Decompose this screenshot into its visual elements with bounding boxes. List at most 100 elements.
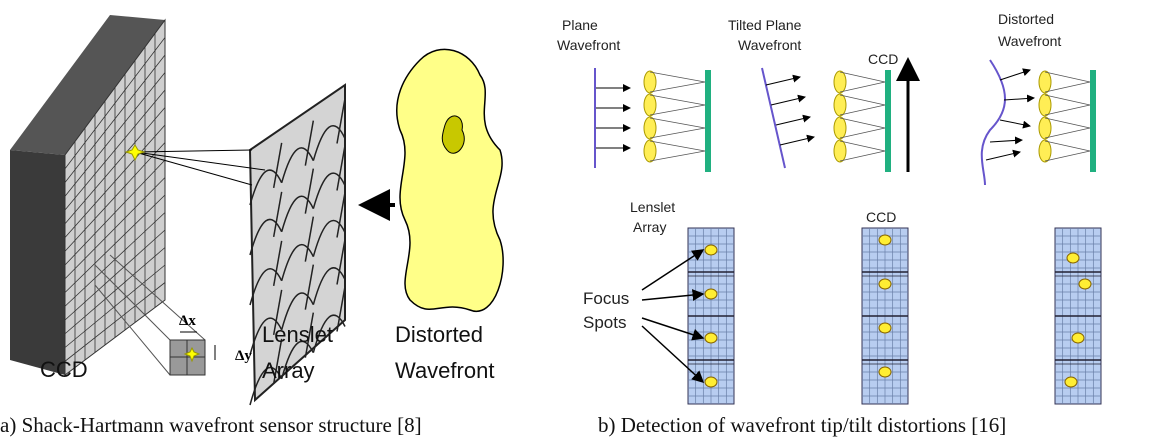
lenslet	[249, 366, 283, 406]
lenslet	[249, 268, 283, 306]
spot	[183, 346, 201, 363]
lenslet-array	[248, 83, 346, 403]
grid-line	[64, 247, 166, 335]
label: Plane	[562, 17, 598, 33]
arrow	[641, 317, 705, 341]
ray	[839, 94, 886, 106]
label: Wavefront	[998, 33, 1061, 49]
arrow	[1003, 94, 1035, 103]
caption: b) Detection of wavefront tip/tilt disto…	[598, 413, 1006, 437]
lenslet-edge	[336, 286, 346, 332]
label: CCD	[40, 357, 88, 382]
lens	[643, 139, 657, 163]
lens	[833, 139, 847, 163]
wavefront	[761, 67, 786, 169]
label: CCD	[868, 51, 898, 67]
lens	[833, 70, 847, 94]
lenslet	[280, 340, 315, 380]
lenslet-edge	[272, 240, 283, 286]
wavefront	[980, 59, 1006, 186]
label: Δx	[179, 313, 196, 329]
ray	[649, 140, 706, 152]
grid-line	[64, 264, 166, 348]
focus-spot	[878, 322, 892, 334]
ray	[649, 117, 706, 129]
ray	[134, 151, 253, 186]
arrow	[999, 119, 1031, 129]
lens	[1038, 116, 1052, 140]
caption: a) Shack-Hartmann wavefront sensor struc…	[0, 413, 422, 437]
arrow	[985, 149, 1021, 161]
zoom-line	[94, 264, 171, 341]
label: Lenslet	[262, 322, 333, 347]
ray	[134, 151, 266, 171]
lenslet	[249, 169, 283, 206]
ray	[839, 104, 886, 116]
ray	[1044, 150, 1091, 162]
focus-spot	[1078, 278, 1092, 290]
lenslet-edge	[304, 312, 315, 358]
label: Spots	[583, 313, 626, 332]
lens	[833, 116, 847, 140]
ray	[134, 149, 253, 153]
lenslet-edge	[336, 192, 346, 238]
ray	[1044, 117, 1091, 129]
ccd-bar	[885, 70, 891, 172]
lenslet-edge	[336, 145, 346, 191]
ray	[1044, 81, 1091, 93]
lenslet-edge	[272, 191, 283, 237]
label: Δy	[235, 348, 252, 364]
lenslet	[280, 243, 315, 282]
ccd-bar	[1090, 70, 1096, 172]
focus-spot	[704, 244, 718, 256]
arrow	[999, 68, 1031, 81]
lenslet-grid	[249, 98, 346, 406]
label: Distorted	[395, 322, 483, 347]
label: Wavefront	[738, 37, 801, 53]
lenslet-edge	[304, 168, 315, 214]
ray	[649, 104, 706, 116]
grid-line	[64, 159, 166, 266]
grid-line	[64, 37, 166, 169]
ray	[1044, 140, 1091, 152]
grid-line	[64, 89, 166, 211]
focus-spot	[704, 332, 718, 344]
lenslet-edge	[336, 239, 346, 285]
label: Tilted Plane	[728, 17, 802, 33]
focus-spot	[878, 278, 892, 290]
grid-line	[64, 229, 166, 321]
lenslet-edge	[336, 98, 346, 144]
lens	[1038, 70, 1052, 94]
lenslet	[312, 267, 346, 305]
ray	[649, 94, 706, 106]
lenslet	[280, 292, 315, 331]
grid-line	[64, 72, 166, 197]
arrow	[779, 134, 815, 146]
arrow	[989, 136, 1023, 145]
lenslet	[249, 317, 283, 356]
lenslet	[249, 218, 283, 256]
ray	[839, 117, 886, 129]
grid-line	[64, 124, 166, 238]
arrow	[765, 74, 801, 86]
lenslet	[312, 219, 346, 257]
ray	[839, 71, 886, 83]
lenslet	[312, 125, 346, 161]
grid-line	[64, 177, 166, 280]
label: Focus	[583, 289, 629, 308]
ccd-bar	[705, 70, 711, 172]
ray	[649, 150, 706, 162]
focus-spot	[1066, 252, 1080, 264]
ray	[1044, 104, 1091, 116]
ccd-side	[10, 150, 65, 375]
ray	[839, 140, 886, 152]
ray	[1044, 71, 1091, 83]
panel-b	[594, 57, 1102, 405]
zoom-line	[94, 284, 171, 376]
ccd-top	[10, 15, 165, 155]
arrow	[641, 249, 705, 291]
ray	[649, 81, 706, 93]
label: Wavefront	[395, 358, 494, 383]
lenslet-edge	[304, 264, 315, 310]
